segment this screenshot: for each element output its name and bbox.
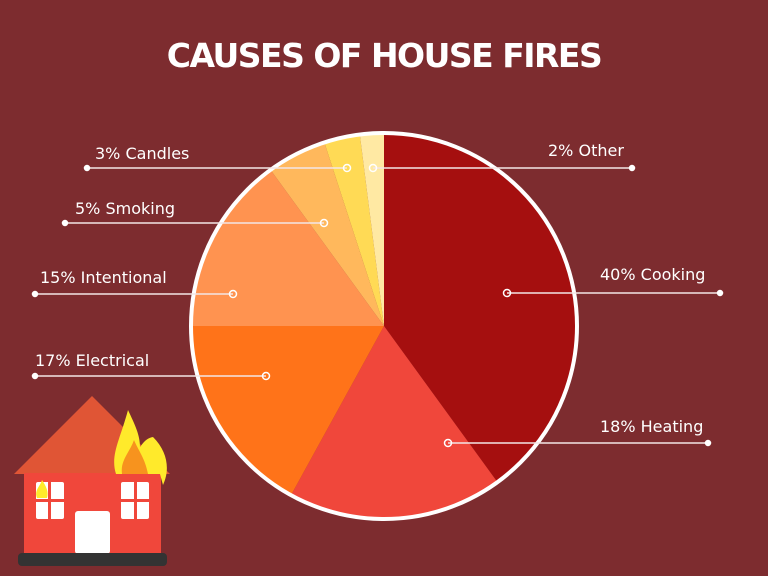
leader-dot (261, 371, 271, 381)
pie-slice (324, 134, 384, 326)
leader-dot (342, 163, 352, 173)
pie-slice (191, 169, 384, 326)
leader-dot (443, 438, 453, 448)
slice-label: 15% Intentional (40, 268, 167, 287)
pie-slice (384, 133, 577, 483)
leader-dot (83, 164, 91, 172)
leader-dot (31, 372, 39, 380)
slice-label: 18% Heating (600, 417, 703, 436)
slice-label: 2% Other (548, 141, 624, 160)
leader-dot (716, 289, 724, 297)
pie-slice (359, 133, 384, 326)
pie-slice (291, 326, 498, 519)
leader-dot (502, 288, 512, 298)
pie-outline (189, 131, 579, 521)
leader-dot (31, 290, 39, 298)
leader-dot (368, 163, 378, 173)
leader-dot (319, 218, 329, 228)
slice-label: 40% Cooking (600, 265, 705, 284)
leader-dot (704, 439, 712, 447)
leader-dot (61, 219, 69, 227)
leader-dot (228, 289, 238, 299)
pie-slice (270, 142, 384, 326)
leader-dot (628, 164, 636, 172)
slice-label: 17% Electrical (35, 351, 149, 370)
slice-label: 3% Candles (95, 144, 189, 163)
chart-title: CAUSES OF HOUSE FIRES (166, 36, 603, 75)
slice-label: 5% Smoking (75, 199, 175, 218)
burning-house-icon (14, 396, 170, 566)
